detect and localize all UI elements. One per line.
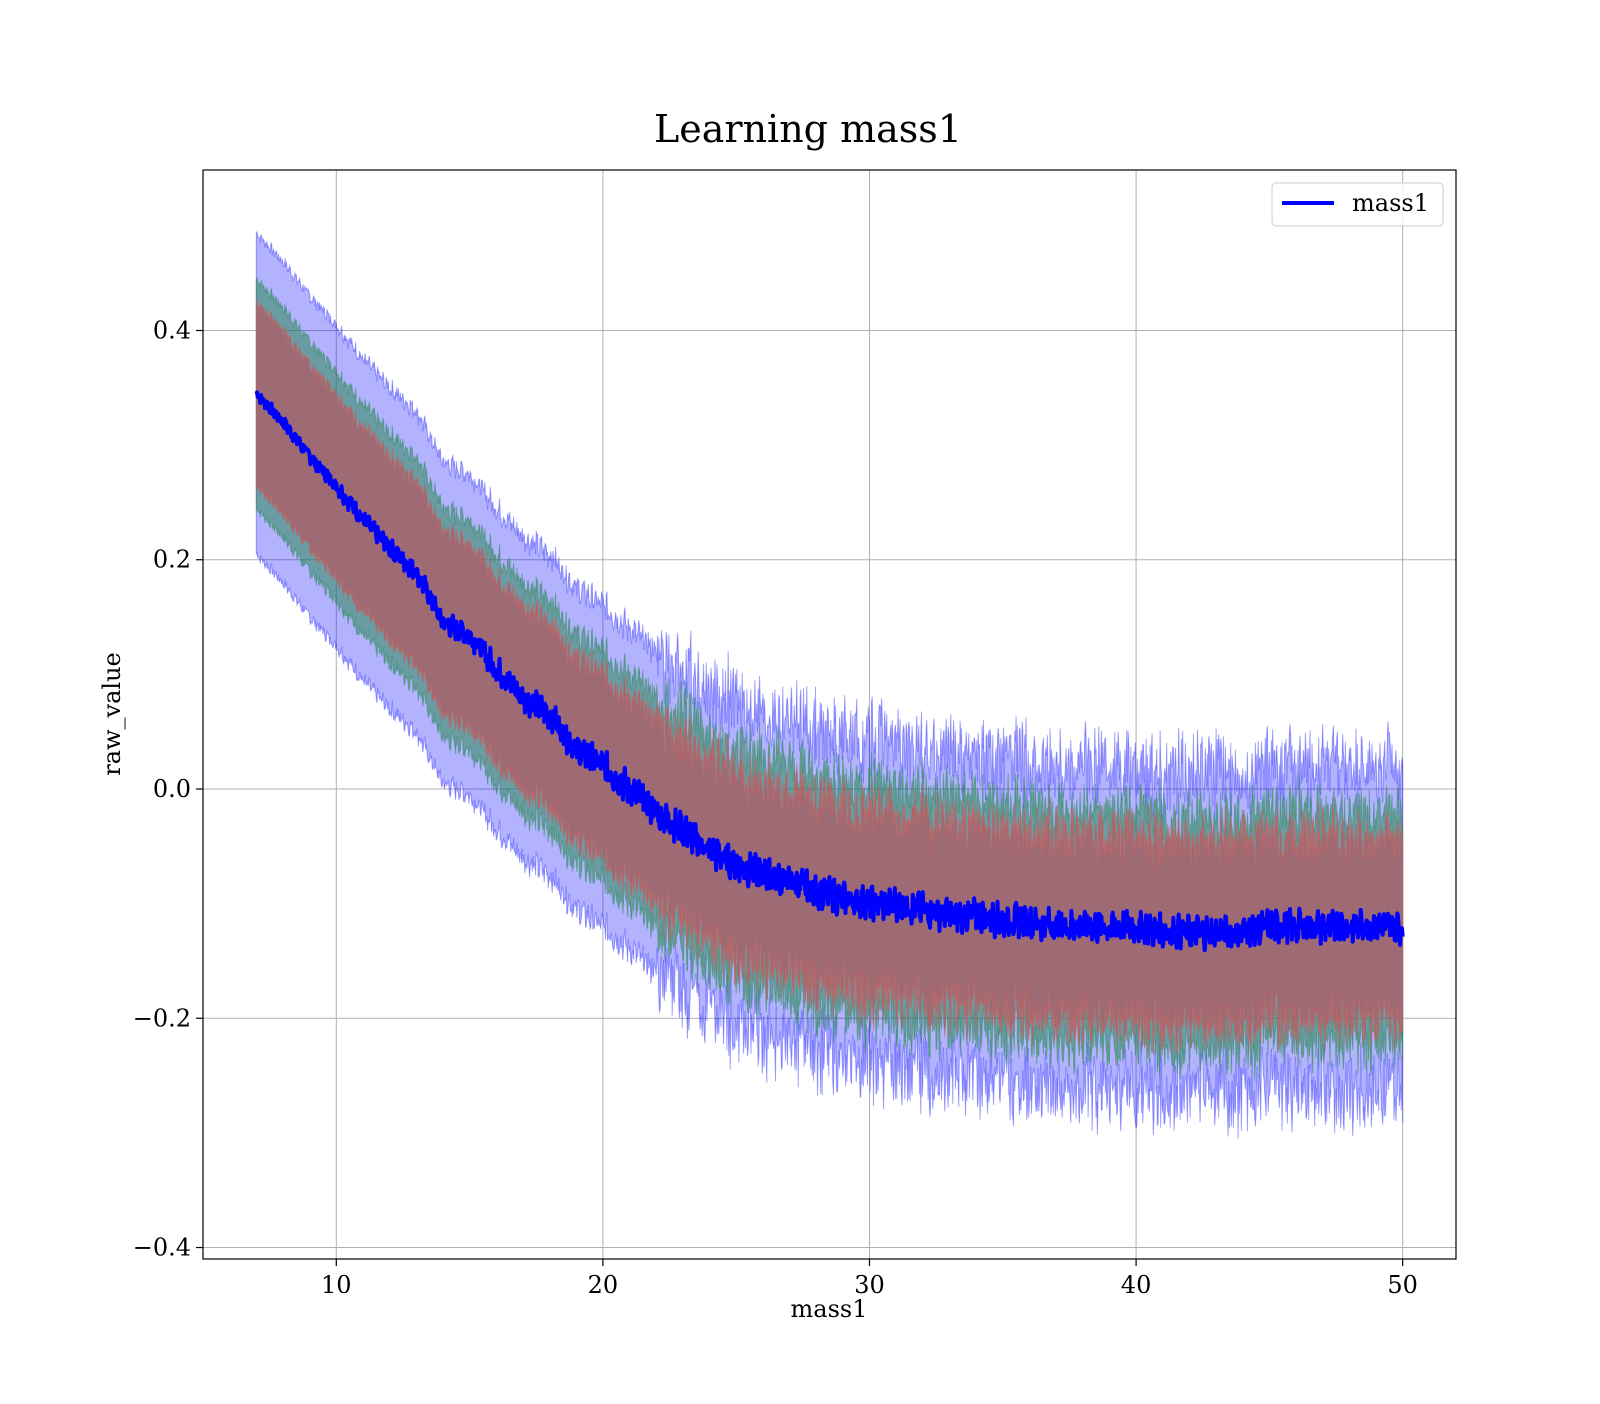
x-tick-label-50: 50 [1387, 1271, 1418, 1299]
legend: mass1 [1271, 182, 1444, 227]
y-tick-label-3: 0.2 [153, 546, 191, 574]
legend-box [1271, 182, 1444, 227]
grid-lines [203, 170, 1456, 1259]
y-axis-label: raw_value [98, 652, 126, 776]
y-tick-label-2: 0.0 [153, 775, 191, 803]
y-tick-label-4: 0.4 [153, 316, 191, 344]
x-tick-label-40: 40 [1121, 1271, 1152, 1299]
legend-label-mass1: mass1 [1352, 189, 1429, 217]
band-inner-mass1 [255, 299, 1404, 1055]
x-tick-label-30: 30 [854, 1271, 885, 1299]
chart-title: Learning mass1 [654, 107, 962, 151]
series-lines [254, 390, 1405, 953]
x-axis-label: mass1 [791, 1295, 868, 1323]
y-tick-label-0: −0.4 [133, 1234, 191, 1262]
plot-frame [202, 169, 1457, 1260]
y-axis-ticks: −0.4 −0.2 0.0 0.2 0.4 [133, 316, 203, 1262]
uncertainty-bands [255, 230, 1404, 1139]
y-tick-label-1: −0.2 [133, 1004, 191, 1032]
x-tick-label-10: 10 [321, 1271, 352, 1299]
series-line-mass1 [254, 390, 1405, 953]
x-axis-ticks: 10 20 30 40 50 [321, 1259, 1418, 1299]
x-tick-label-20: 20 [588, 1271, 619, 1299]
